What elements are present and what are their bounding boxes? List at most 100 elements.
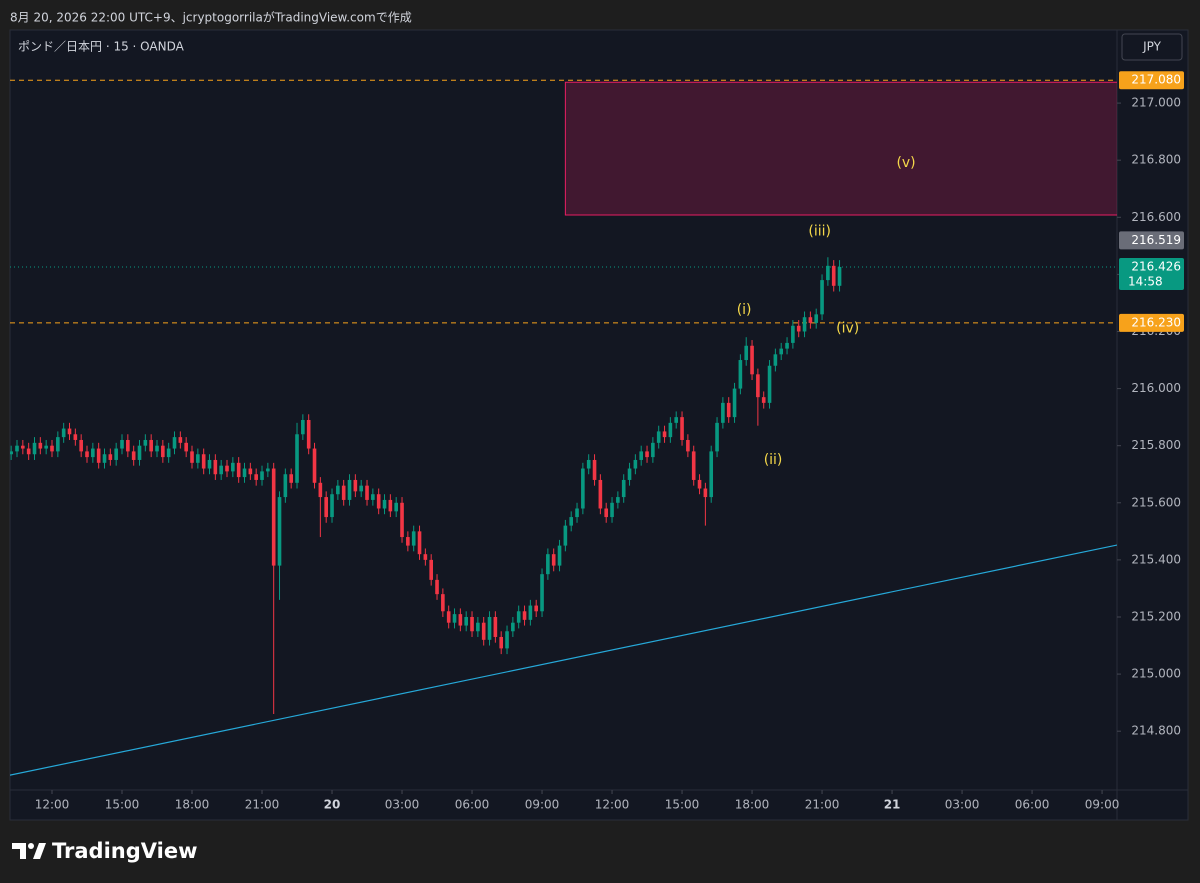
currency-button[interactable] xyxy=(1121,33,1183,61)
candle-body xyxy=(621,479,626,498)
countdown: 14:58 xyxy=(1128,274,1163,288)
y-tick-label: 214.800 xyxy=(1131,724,1181,738)
candle-body xyxy=(225,465,229,472)
y-tick-label: 215.400 xyxy=(1131,552,1181,566)
candle-body xyxy=(540,574,544,612)
y-tick-label: 215.200 xyxy=(1131,609,1181,623)
candle-body xyxy=(61,428,66,438)
candle-body xyxy=(336,485,340,495)
x-tick-label: 21:00 xyxy=(245,798,280,812)
candle-body xyxy=(56,437,60,452)
candle-body xyxy=(697,479,702,489)
candle-body xyxy=(680,417,684,440)
candle-body xyxy=(481,622,486,640)
candle-body xyxy=(569,517,574,526)
y-tick-label: 216.000 xyxy=(1131,381,1181,395)
candle-body xyxy=(435,579,439,595)
x-tick-label: 09:00 xyxy=(525,798,560,812)
candle-body xyxy=(744,345,749,361)
x-tick-label: 21 xyxy=(884,798,901,812)
plot-area: (i) (ii) (iii) (iv) (v) xyxy=(10,79,1117,776)
wave-label: (iii) xyxy=(808,224,831,240)
x-tick-label: 03:00 xyxy=(385,798,420,812)
candle-body xyxy=(114,448,118,460)
axes: 214.800 215.000 215.200 215.400 215.600 215.8… xyxy=(35,71,1184,812)
candle-body xyxy=(563,525,568,546)
candle-body xyxy=(616,497,620,503)
brand-name: TradingView xyxy=(52,839,197,863)
candle-body xyxy=(143,439,148,446)
candle-body xyxy=(831,265,836,286)
candle-body xyxy=(423,554,428,560)
x-tick-label: 15:00 xyxy=(105,798,140,812)
candle-body xyxy=(837,266,842,286)
candle-body xyxy=(487,616,492,640)
target-zone xyxy=(564,81,1117,216)
candle-body xyxy=(44,445,48,449)
candle-body xyxy=(802,317,807,332)
candle-body xyxy=(155,445,159,452)
candle-body xyxy=(388,499,393,512)
currency-label[interactable]: JPY xyxy=(1142,40,1162,54)
candle-body xyxy=(586,459,591,469)
wave-label: (ii) xyxy=(764,452,783,468)
wave-label: (iv) xyxy=(836,321,859,337)
candle-body xyxy=(371,494,375,500)
candle-body xyxy=(785,342,789,349)
candle-body xyxy=(26,448,31,455)
candle-body xyxy=(236,462,241,478)
candle-body xyxy=(324,497,328,518)
logo-mark xyxy=(12,843,26,859)
y-tick-label: 215.000 xyxy=(1131,667,1181,681)
x-tick-label: 21:00 xyxy=(805,798,840,812)
x-tick-label: 12:00 xyxy=(595,798,630,812)
candle-body xyxy=(691,451,696,480)
candle-body xyxy=(534,605,539,612)
candle-body xyxy=(166,448,171,458)
candle-body xyxy=(21,445,25,449)
candle-body xyxy=(604,508,609,518)
x-tick-label: 15:00 xyxy=(665,798,700,812)
chart-panel xyxy=(9,29,1189,821)
candle-body xyxy=(441,594,445,612)
price-tag xyxy=(1119,257,1184,290)
candle-body xyxy=(826,265,830,281)
candle-body xyxy=(738,360,743,389)
candle-body xyxy=(271,468,276,566)
candle-body xyxy=(674,417,679,423)
candle-body xyxy=(411,531,416,546)
logo-dot xyxy=(28,843,34,849)
candle-body xyxy=(341,485,346,500)
candle-body xyxy=(551,554,556,566)
candle-body xyxy=(814,314,819,323)
candle-body xyxy=(184,442,188,452)
candle-body xyxy=(137,445,142,460)
candle-body xyxy=(773,354,778,366)
candle-body xyxy=(96,448,101,463)
candle-body xyxy=(149,439,153,452)
candle-body xyxy=(359,485,363,492)
candle-body xyxy=(376,494,381,509)
candle-body xyxy=(50,445,54,452)
candle-body xyxy=(289,474,293,483)
candle-body xyxy=(277,497,282,566)
brand-logo xyxy=(12,843,46,859)
candle-body xyxy=(347,479,352,500)
candle-body xyxy=(726,402,731,418)
candle-body xyxy=(312,448,317,483)
candle-body xyxy=(662,431,667,438)
candle-body xyxy=(522,611,527,620)
candle-body xyxy=(207,459,212,469)
candle-body xyxy=(516,611,521,623)
x-tick-label: 09:00 xyxy=(1085,798,1120,812)
candle-body xyxy=(353,479,358,492)
candle-body xyxy=(452,614,457,623)
wave-label: (i) xyxy=(737,302,752,318)
candle-body xyxy=(254,474,258,480)
candle-body xyxy=(190,451,194,463)
candle-body xyxy=(715,422,719,452)
x-tick-label: 18:00 xyxy=(735,798,770,812)
candle-body xyxy=(10,451,13,455)
candle-body xyxy=(709,451,714,498)
candle-body xyxy=(499,636,504,649)
